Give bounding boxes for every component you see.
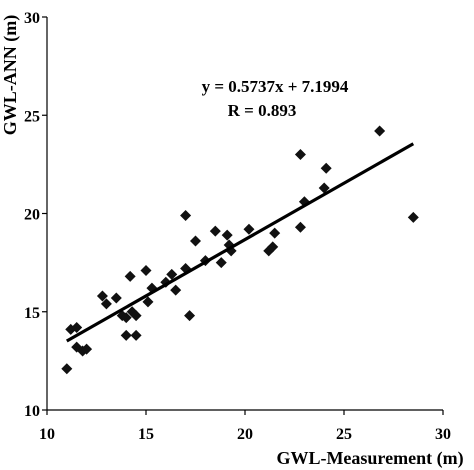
x-tick-label: 15 — [138, 426, 154, 443]
data-points — [61, 125, 419, 375]
y-tick-label: 30 — [24, 10, 40, 27]
data-point — [140, 264, 152, 276]
data-point — [294, 149, 306, 161]
axes — [46, 17, 443, 411]
y-tick-label: 10 — [24, 403, 40, 420]
data-point — [81, 343, 93, 355]
trendline — [66, 142, 415, 343]
data-point — [269, 227, 281, 239]
data-point — [110, 292, 122, 304]
y-tick-label: 20 — [24, 207, 40, 224]
data-point — [374, 125, 386, 137]
data-point — [124, 270, 136, 282]
data-point — [190, 235, 201, 247]
data-point — [407, 211, 419, 223]
data-point — [318, 182, 330, 194]
y-tick-label: 15 — [24, 305, 40, 322]
data-point — [184, 310, 196, 322]
r-value-annotation: R = 0.893 — [228, 101, 297, 120]
x-tick-label: 25 — [336, 426, 352, 443]
x-axis-title: GWL-Measurement (m) — [276, 448, 463, 469]
data-point — [221, 229, 233, 241]
ticks — [42, 16, 444, 415]
data-point — [61, 363, 73, 375]
x-tick-label: 10 — [39, 426, 55, 443]
data-point — [130, 329, 142, 341]
data-point — [96, 290, 108, 302]
data-point — [71, 321, 83, 333]
y-tick-label: 25 — [24, 108, 40, 125]
y-axis-title: GWL-ANN (m) — [0, 15, 21, 135]
data-point — [130, 310, 142, 322]
data-point — [294, 221, 306, 233]
x-tick-label: 30 — [435, 426, 451, 443]
data-point — [215, 257, 227, 269]
data-point — [180, 209, 192, 221]
data-point — [166, 268, 178, 280]
data-point — [170, 284, 182, 296]
data-point — [142, 296, 154, 308]
x-tick-label: 20 — [237, 426, 253, 443]
data-point — [209, 225, 221, 237]
data-point — [120, 312, 132, 324]
data-point — [320, 162, 332, 174]
data-point — [120, 329, 132, 341]
data-point — [243, 223, 255, 235]
tick-labels: 10 15 20 25 30 10 15 20 25 30 — [24, 10, 451, 443]
data-point — [267, 241, 279, 253]
equation-annotation: y = 0.5737x + 7.1994 — [202, 77, 349, 96]
data-point — [100, 298, 112, 310]
